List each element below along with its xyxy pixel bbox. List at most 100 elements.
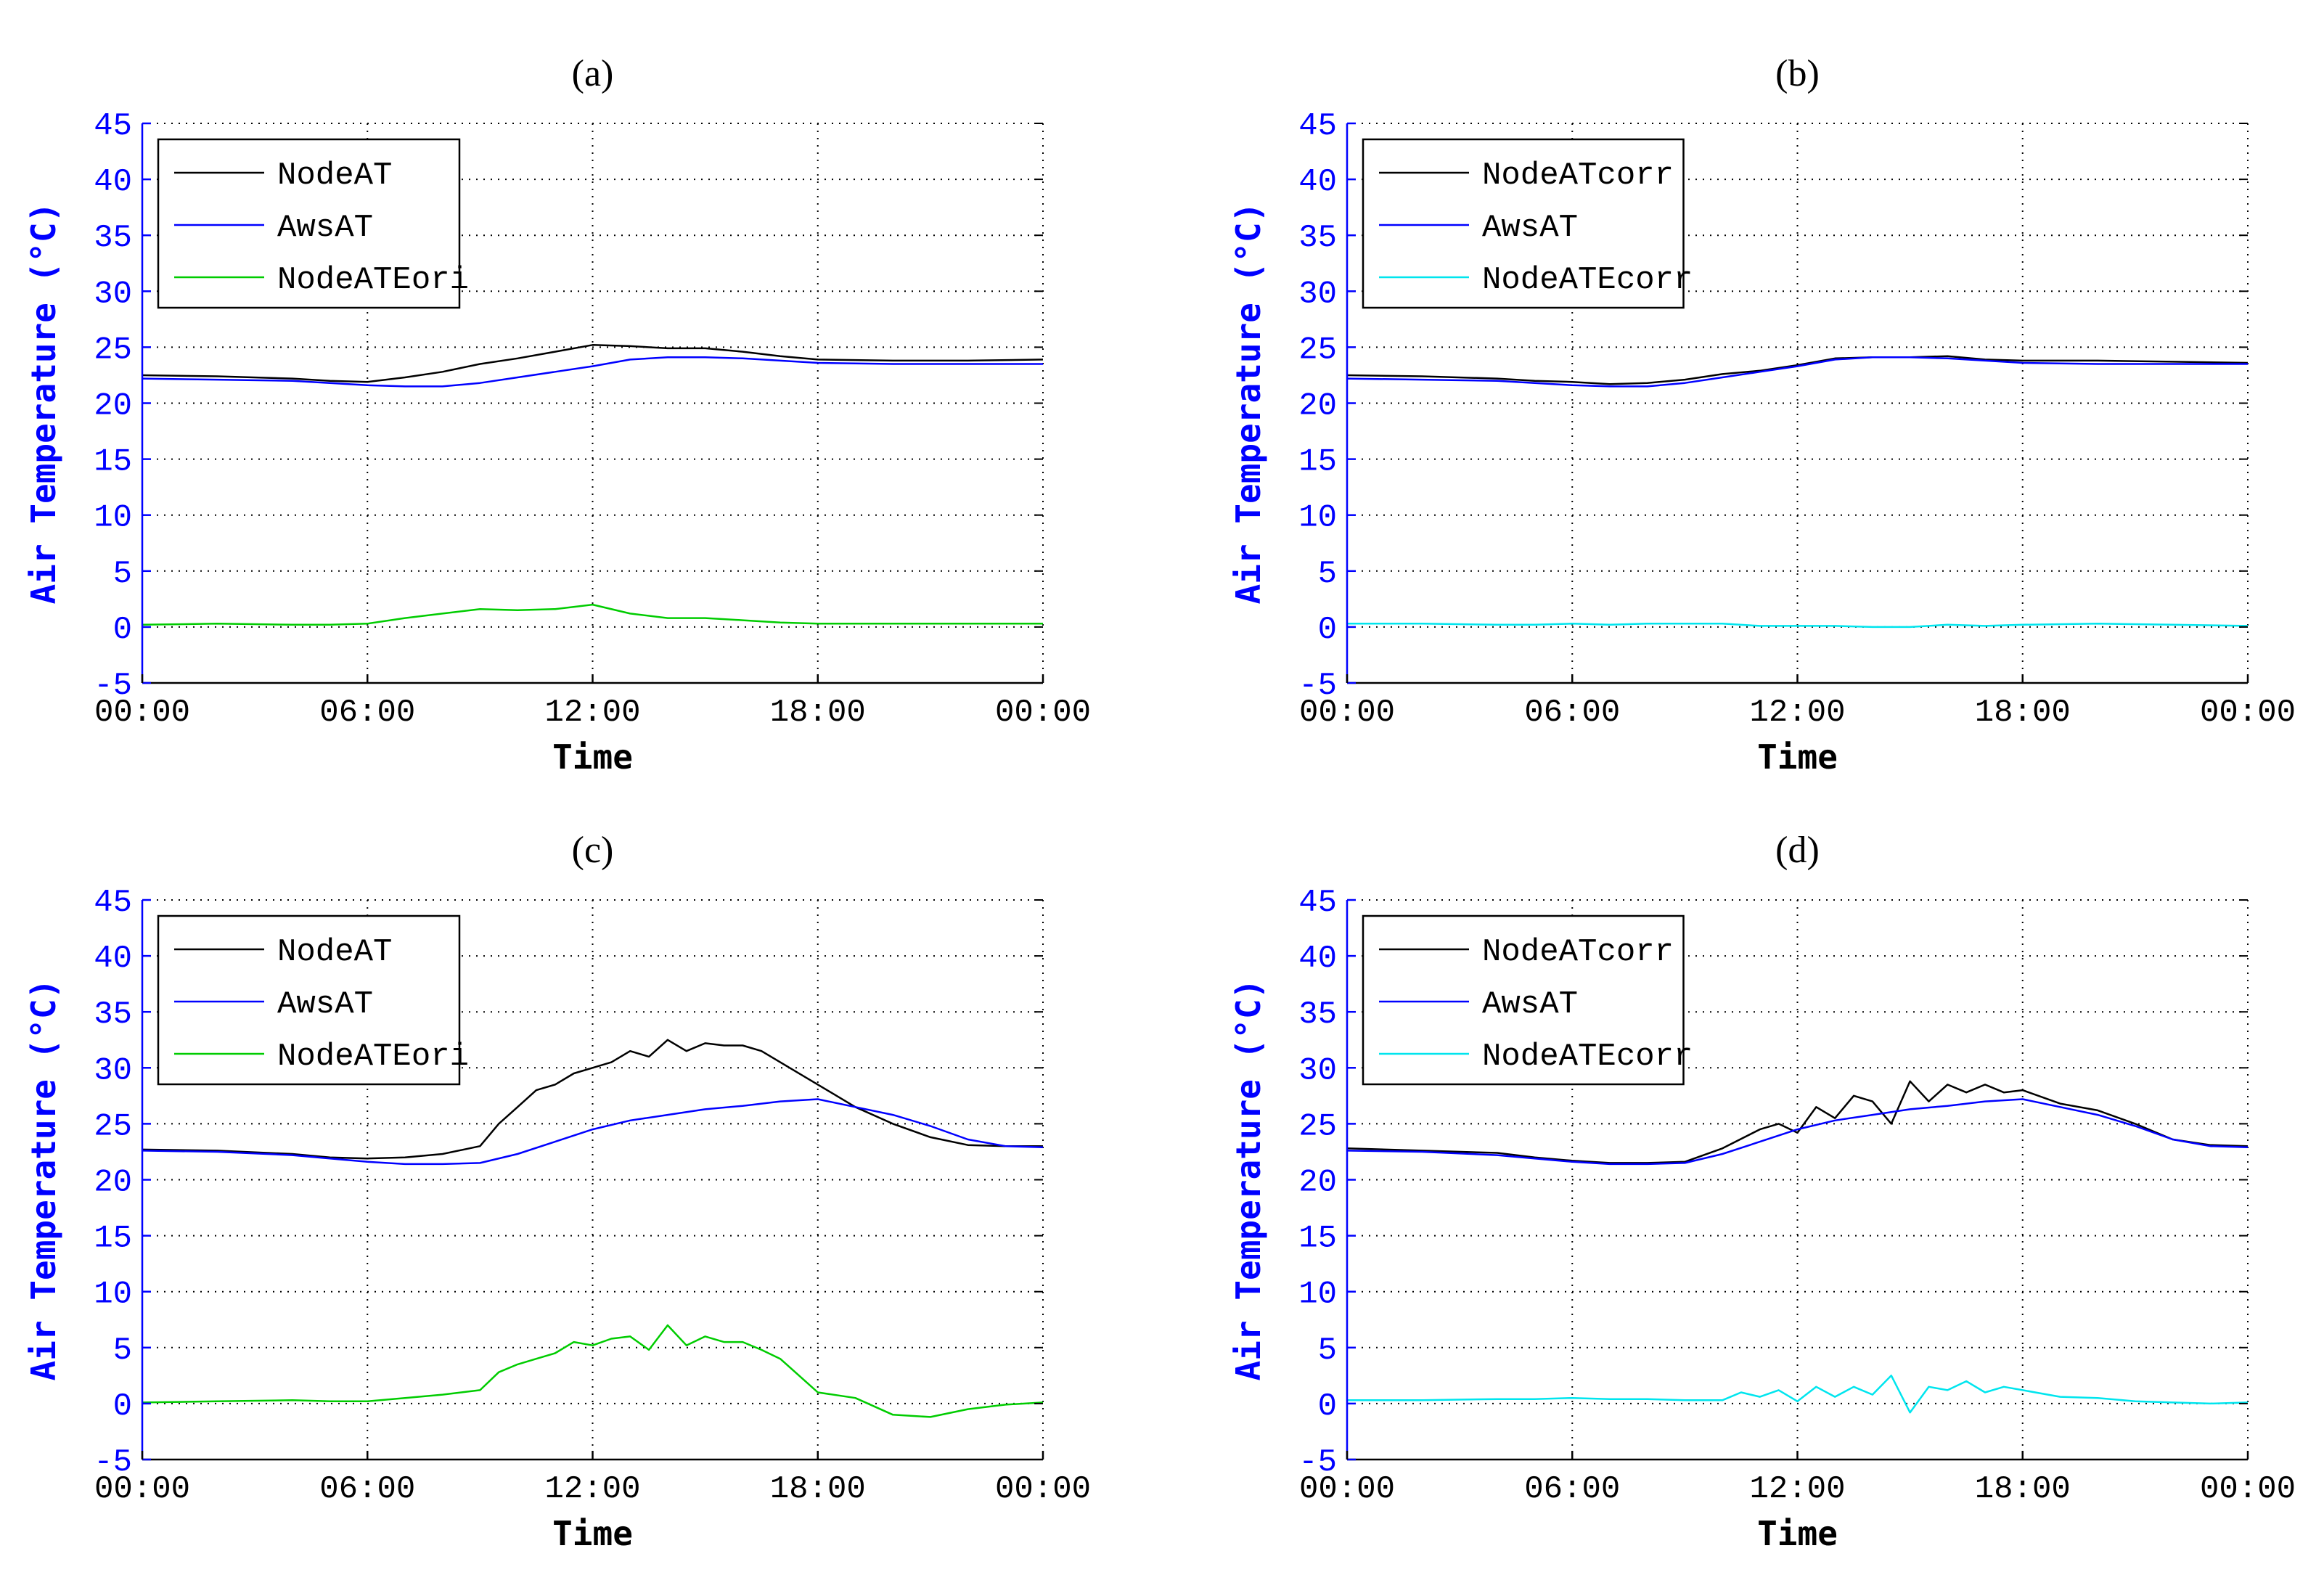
y-tick-label: 30	[94, 276, 132, 312]
legend-label: NodeAT	[277, 934, 392, 970]
x-tick-label: 00:00	[1299, 695, 1395, 731]
legend-label: AwsAT	[1482, 986, 1578, 1023]
legend-box	[1362, 914, 1685, 1086]
y-tick-label: 5	[1318, 556, 1337, 592]
chart-title: (d)	[1775, 830, 1820, 871]
y-tick-label: -5	[1298, 668, 1337, 704]
y-tick-label: 20	[1298, 388, 1337, 425]
y-tick-label: -5	[1298, 1444, 1337, 1481]
legend-label: NodeATcorr	[1482, 934, 1674, 970]
y-tick-label: 40	[94, 941, 132, 977]
y-axis-label: Air Temperature (°C)	[24, 979, 63, 1381]
x-tick-label: 18:00	[1975, 1471, 2071, 1507]
series-line-NodeAT	[142, 344, 1044, 383]
chart-title: (c)	[572, 830, 614, 871]
series-line-NodeATEori	[142, 603, 1043, 626]
legend: NodeAT AwsAT NodeATEori	[157, 138, 469, 309]
x-axis-label: Time	[1757, 737, 1838, 777]
x-tick-label: 12:00	[544, 1471, 640, 1507]
legend-label: NodeATEori	[277, 262, 469, 298]
y-tick-label: 25	[1298, 332, 1337, 368]
x-tick-label: 00:00	[995, 695, 1091, 731]
x-tick-label: 18:00	[770, 695, 866, 731]
y-tick-label: 25	[94, 332, 132, 368]
x-tick-label: 06:00	[1524, 695, 1620, 731]
legend-label: NodeAT	[277, 157, 392, 194]
y-axis-label: Air Temperature (°C)	[1229, 202, 1268, 605]
legend-label: NodeATEori	[277, 1039, 469, 1075]
y-tick-label: 30	[94, 1052, 132, 1089]
legend-label: NodeATEcorr	[1482, 1039, 1693, 1075]
legend: NodeATcorr AwsAT NodeATEcorr	[1362, 138, 1693, 309]
y-tick-label: 25	[94, 1108, 132, 1145]
x-tick-label: 00:00	[94, 1471, 190, 1507]
legend: NodeAT AwsAT NodeATEori	[157, 914, 469, 1086]
legend-box	[157, 138, 461, 309]
y-tick-label: 5	[113, 1333, 132, 1369]
x-tick-label: 18:00	[770, 1471, 866, 1507]
y-tick-label: 45	[94, 885, 132, 921]
y-tick-label: 20	[94, 1165, 132, 1201]
series-line-AwsAT	[142, 1098, 1044, 1166]
y-tick-label: 35	[1298, 220, 1337, 256]
chart-panel-d: -5 0 5 10 15 20 25 30 35 40 45 00:00 06:00 12:00 18:00…	[1229, 830, 2296, 1553]
x-axis-label: Time	[1757, 1514, 1838, 1553]
y-tick-label: 35	[94, 996, 132, 1033]
y-tick-label: 10	[94, 1277, 132, 1313]
x-tick-label: 00:00	[1299, 1471, 1395, 1507]
legend: NodeATcorr AwsAT NodeATEcorr	[1362, 914, 1693, 1086]
y-tick-label: 40	[1298, 164, 1337, 200]
y-tick-label: 25	[1298, 1108, 1337, 1145]
y-tick-label: 0	[1318, 1388, 1337, 1425]
x-tick-label: 06:00	[319, 695, 415, 731]
x-tick-label: 00:00	[2200, 695, 2296, 731]
legend-label: AwsAT	[277, 210, 373, 246]
x-tick-label: 00:00	[995, 1471, 1091, 1507]
x-tick-label: 12:00	[1749, 1471, 1845, 1507]
legend-label: AwsAT	[277, 986, 373, 1023]
x-axis-label: Time	[552, 737, 633, 777]
y-tick-label: 45	[1298, 885, 1337, 921]
x-tick-label: 00:00	[2200, 1471, 2296, 1507]
y-tick-label: 5	[1318, 1333, 1337, 1369]
chart-panel-b: -5 0 5 10 15 20 25 30 35 40 45 00:00 06:00 12:00 18:00…	[1229, 53, 2296, 777]
series-line-NodeATcorr	[1346, 355, 2249, 385]
chart-title: (a)	[572, 53, 614, 94]
series-line-NodeATEcorr	[1347, 623, 2249, 629]
y-tick-label: 40	[1298, 941, 1337, 977]
y-tick-label: 15	[94, 444, 132, 480]
x-tick-label: 06:00	[1524, 1471, 1620, 1507]
series-line-AwsAT	[1346, 1098, 2249, 1166]
legend-label: NodeATEcorr	[1482, 262, 1693, 298]
y-tick-label: 10	[94, 500, 132, 536]
y-axis-label: Air Temperature (°C)	[24, 202, 63, 605]
legend-label: NodeATcorr	[1482, 157, 1674, 194]
x-tick-label: 12:00	[544, 695, 640, 731]
y-tick-label: -5	[94, 668, 132, 704]
y-tick-label: 15	[1298, 444, 1337, 480]
chart-panel-a: -5 0 5 10 15 20 25 30 35 40 45 00:00 06:00 12:00 18:00…	[24, 53, 1091, 777]
legend-box	[157, 914, 461, 1086]
y-tick-label: 40	[94, 164, 132, 200]
y-tick-label: 35	[1298, 996, 1337, 1033]
y-tick-label: 0	[113, 1388, 132, 1425]
series-line-NodeATEcorr	[1347, 1375, 2249, 1414]
y-tick-label: 10	[1298, 500, 1337, 536]
y-tick-label: 15	[94, 1221, 132, 1257]
y-tick-label: 0	[1318, 612, 1337, 648]
y-tick-label: 35	[94, 220, 132, 256]
x-tick-label: 06:00	[319, 1471, 415, 1507]
y-axis-label: Air Temperature (°C)	[1229, 979, 1268, 1381]
x-tick-label: 18:00	[1975, 695, 2071, 731]
y-tick-label: 45	[94, 108, 132, 144]
y-tick-label: 5	[113, 556, 132, 592]
y-tick-label: 30	[1298, 276, 1337, 312]
y-tick-label: 20	[1298, 1165, 1337, 1201]
legend-label: AwsAT	[1482, 210, 1578, 246]
y-tick-label: 30	[1298, 1052, 1337, 1089]
legend-box	[1362, 138, 1685, 309]
y-tick-label: 20	[94, 388, 132, 425]
chart-title: (b)	[1775, 53, 1820, 94]
x-axis-label: Time	[552, 1514, 633, 1553]
